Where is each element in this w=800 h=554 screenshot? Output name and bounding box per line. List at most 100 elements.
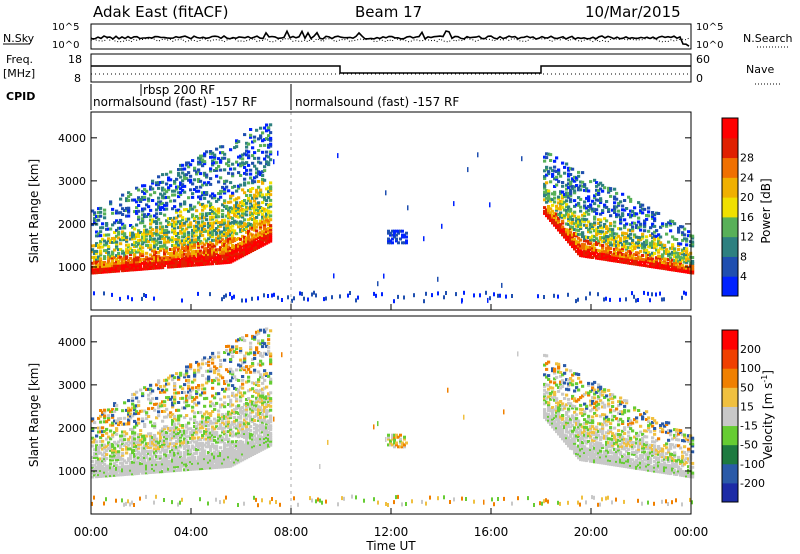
echo-cell	[221, 222, 225, 226]
echo-cell	[399, 237, 402, 241]
echo-cell	[225, 379, 229, 383]
echo-cell	[395, 233, 398, 237]
echo-cell	[175, 261, 179, 265]
echo-cell	[185, 208, 189, 211]
echo-cell	[139, 263, 143, 267]
echo-cell	[111, 250, 115, 254]
echo-cell	[195, 230, 199, 234]
echo-cell	[161, 196, 165, 200]
echo-cell	[225, 228, 229, 232]
echo-cell	[217, 461, 221, 465]
echo-cell	[161, 229, 165, 233]
echo-cell	[209, 433, 213, 437]
echo-cell	[647, 253, 651, 256]
echo-cell	[155, 402, 159, 406]
echo-cell	[237, 242, 241, 246]
echo-cell	[225, 368, 229, 372]
echo-cell	[109, 227, 113, 231]
echo-cell	[199, 459, 203, 463]
echo-cell	[165, 256, 169, 260]
echo-cell	[615, 244, 619, 248]
echo-cell	[567, 217, 571, 221]
echo-cell	[229, 423, 233, 427]
echo-cell	[113, 446, 117, 450]
echo-cell	[637, 255, 641, 259]
echo-cell	[121, 251, 125, 255]
echo-cell	[237, 388, 241, 392]
echo-cell	[579, 184, 583, 188]
echo-cell	[167, 444, 171, 448]
echo-cell	[243, 241, 247, 245]
echo-cell	[239, 253, 243, 257]
colorbar-frame	[721, 117, 739, 297]
echo-cell	[579, 248, 583, 252]
echo-cell	[269, 227, 273, 231]
echo-cell	[227, 208, 231, 212]
echo-cell	[235, 405, 239, 409]
echo-cell	[551, 192, 555, 196]
echo-cell	[229, 181, 233, 185]
echo-cell	[207, 452, 211, 456]
echo-cell	[183, 264, 187, 268]
echo-cell	[653, 244, 657, 248]
echo-cell	[173, 243, 177, 247]
echo-cell	[225, 234, 229, 237]
echo-cell	[115, 244, 119, 248]
echo-cell	[185, 441, 189, 445]
echo-cell	[609, 194, 613, 198]
echo-cell	[175, 251, 179, 255]
echo-cell	[135, 456, 139, 460]
echo-cell	[621, 243, 625, 247]
echo-cell	[573, 247, 577, 251]
echo-cell	[163, 427, 167, 431]
echo-cell	[181, 298, 183, 303]
echo-cell	[573, 234, 577, 237]
echo-cell	[205, 431, 209, 435]
echo-cell	[133, 262, 137, 266]
echo-cell	[551, 169, 555, 173]
echo-cell	[211, 246, 215, 250]
echo-cell	[215, 458, 219, 462]
echo-cell	[193, 401, 197, 405]
echo-cell	[583, 204, 587, 208]
echo-cell	[579, 219, 583, 223]
echo-cell	[101, 410, 105, 414]
echo-cell	[657, 264, 661, 268]
echo-cell	[143, 434, 147, 438]
echo-cell	[239, 434, 243, 438]
echo-cell	[253, 228, 257, 232]
echo-cell	[657, 262, 661, 266]
echo-cell	[235, 451, 239, 455]
echo-cell	[127, 199, 131, 202]
echo-cell	[203, 424, 207, 428]
echo-cell	[201, 208, 205, 212]
echo-cell	[567, 240, 571, 244]
echo-cell	[219, 374, 223, 378]
echo-cell	[545, 200, 549, 204]
echo-cell	[637, 216, 641, 220]
echo-cell	[157, 468, 161, 472]
echo-cell	[101, 470, 105, 474]
echo-cell	[237, 411, 241, 415]
echo-cell	[101, 459, 105, 463]
echo-cell	[115, 429, 119, 433]
echo-cell	[167, 461, 171, 465]
echo-cell	[133, 235, 137, 239]
echo-cell	[233, 462, 237, 466]
echo-cell	[161, 227, 165, 231]
echo-cell	[123, 226, 127, 230]
echo-cell	[129, 193, 133, 196]
echo-cell	[211, 464, 215, 468]
echo-cell	[181, 456, 185, 460]
echo-cell	[121, 265, 125, 269]
echo-cell	[161, 258, 165, 262]
echo-cell	[111, 423, 115, 427]
echo-cell	[167, 265, 171, 269]
echo-cell	[123, 224, 127, 228]
echo-cell	[99, 267, 103, 270]
echo-cell	[121, 232, 125, 236]
date-title: 10/Mar/2015	[585, 3, 681, 21]
echo-cell	[117, 450, 121, 454]
echo-cell	[193, 465, 197, 469]
echo-cell	[101, 226, 105, 230]
